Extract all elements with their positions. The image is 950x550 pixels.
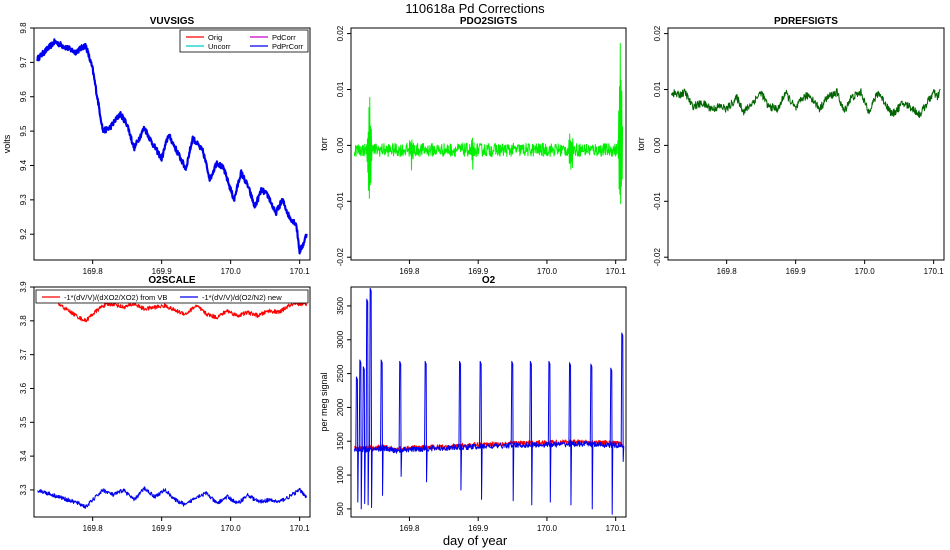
series-line-1 [37, 486, 308, 509]
series-group [36, 38, 308, 255]
x-tick-label: 170.1 [290, 267, 311, 276]
chart-panel-vuvsigs: VUVSIGS volts 169.8 169.9 170.0 170.1 9.2 9.3 9.… [2, 16, 311, 276]
y-tick-label: 1500 [336, 432, 345, 450]
y-tick-label: 0.00 [336, 137, 345, 153]
chart-panel-o2: O2 per meg signal 169.8 169.9 170.0 170.1 500 1… [319, 275, 627, 533]
y-tick-label: -0.02 [653, 248, 662, 267]
y-tick-label: 3000 [336, 330, 345, 348]
y-tick-label: 3.3 [19, 484, 28, 496]
series-group [353, 43, 624, 205]
x-tick-label: 169.8 [83, 524, 104, 533]
y-tick-label: 0.02 [336, 25, 345, 41]
x-tick-label: 170.1 [606, 524, 627, 533]
series-group [670, 88, 941, 119]
x-tick-label: 169.9 [468, 524, 489, 533]
legend-label: Uncorr [208, 42, 231, 51]
y-tick-label: 9.2 [19, 228, 28, 240]
y-tick-label: 0.02 [653, 25, 662, 41]
plot-frame [350, 27, 627, 261]
chart-panel-pdo2sigts: PDO2SIGTS torr 169.8 169.9 170.0 170.1 -0.02 -0… [319, 16, 627, 276]
series-line-0 [36, 38, 308, 255]
x-tick-label: 169.9 [152, 267, 173, 276]
y-tick-label: 0.00 [653, 137, 662, 153]
y-axis-label: torr [636, 137, 646, 151]
x-tick-label: 170.1 [290, 524, 311, 533]
y-tick-label: 3500 [336, 296, 345, 314]
x-tick-label: 170.0 [855, 267, 876, 276]
plot-frame [33, 27, 311, 261]
y-tick-label: 3.4 [19, 450, 28, 462]
x-tick-label: 170.1 [606, 267, 627, 276]
y-tick-label: -0.01 [336, 192, 345, 211]
y-tick-label: -0.02 [336, 248, 345, 267]
y-tick-label: 2500 [336, 364, 345, 382]
x-tick-label: 170.0 [221, 524, 242, 533]
y-tick-label: 9.5 [19, 125, 28, 137]
y-tick-label: 2000 [336, 398, 345, 416]
y-tick-label: 1000 [336, 466, 345, 484]
chart-panel-o2scale: O2SCALE 169.8 169.9 170.0 170.1 3.3 3.4 3.5 3.6 3… [19, 275, 311, 533]
y-tick-label: -0.01 [653, 192, 662, 211]
y-axis-label: per meg signal [319, 372, 329, 431]
figure-title: 110618a Pd Corrections [405, 1, 545, 16]
plot-frame [667, 27, 945, 261]
chart-title: VUVSIGS [150, 16, 195, 27]
series-line-0 [353, 43, 624, 205]
x-tick-label: 170.0 [537, 267, 558, 276]
shared-x-axis-label: day of year [443, 533, 508, 548]
chart-panels: VUVSIGS volts 169.8 169.9 170.0 170.1 9.2 9.3 9.… [2, 16, 945, 533]
x-tick-label: 169.9 [468, 267, 489, 276]
x-tick-label: 170.1 [924, 267, 945, 276]
series-group [353, 287, 625, 515]
legend-box [179, 29, 309, 53]
legend-label: PdCorr [272, 33, 296, 42]
series-line-0 [670, 88, 941, 119]
series-line-1 [353, 287, 625, 515]
chart-title: O2SCALE [148, 275, 196, 286]
y-axis-label: volts [2, 134, 12, 153]
y-tick-label: 9.4 [19, 159, 28, 171]
x-tick-label: 170.0 [537, 524, 558, 533]
y-tick-label: 3.7 [19, 349, 28, 361]
y-tick-label: 0.01 [653, 81, 662, 97]
plot-frame [33, 286, 311, 518]
plot-frame [350, 286, 627, 518]
y-tick-label: 9.8 [19, 22, 28, 34]
x-tick-label: 170.0 [221, 267, 242, 276]
x-tick-label: 169.8 [83, 267, 104, 276]
chart-panel-pdrefsigts: PDREFSIGTS torr 169.8 169.9 170.0 170.1 -0.02 -… [636, 16, 945, 276]
y-axis-label: torr [319, 137, 329, 151]
y-tick-label: 500 [336, 502, 345, 516]
chart-title: PDREFSIGTS [774, 16, 838, 27]
legend-box [35, 289, 309, 304]
y-tick-label: 3.5 [19, 416, 28, 428]
y-tick-label: 9.6 [19, 91, 28, 103]
chart-title: PDO2SIGTS [460, 16, 518, 27]
x-tick-label: 169.8 [399, 524, 420, 533]
series-group [37, 301, 308, 509]
y-tick-label: 9.3 [19, 194, 28, 206]
y-tick-label: 3.6 [19, 382, 28, 394]
y-tick-label: 3.9 [19, 281, 28, 293]
y-tick-label: 0.01 [336, 81, 345, 97]
x-tick-label: 169.8 [399, 267, 420, 276]
legend-label: PdPrCorr [272, 42, 304, 51]
y-tick-label: 3.8 [19, 315, 28, 327]
legend-label: Orig [208, 33, 222, 42]
series-line-0 [57, 301, 308, 323]
x-tick-label: 169.9 [152, 524, 173, 533]
x-tick-label: 169.8 [717, 267, 738, 276]
x-tick-label: 169.9 [786, 267, 807, 276]
y-tick-label: 9.7 [19, 56, 28, 68]
legend-label: -1*(dV/V)/d(O2/N2) new [202, 293, 282, 302]
chart-title: O2 [482, 275, 496, 286]
legend-label: -1*(dV/V)/(dXO2/XO2) from VB [64, 293, 167, 302]
